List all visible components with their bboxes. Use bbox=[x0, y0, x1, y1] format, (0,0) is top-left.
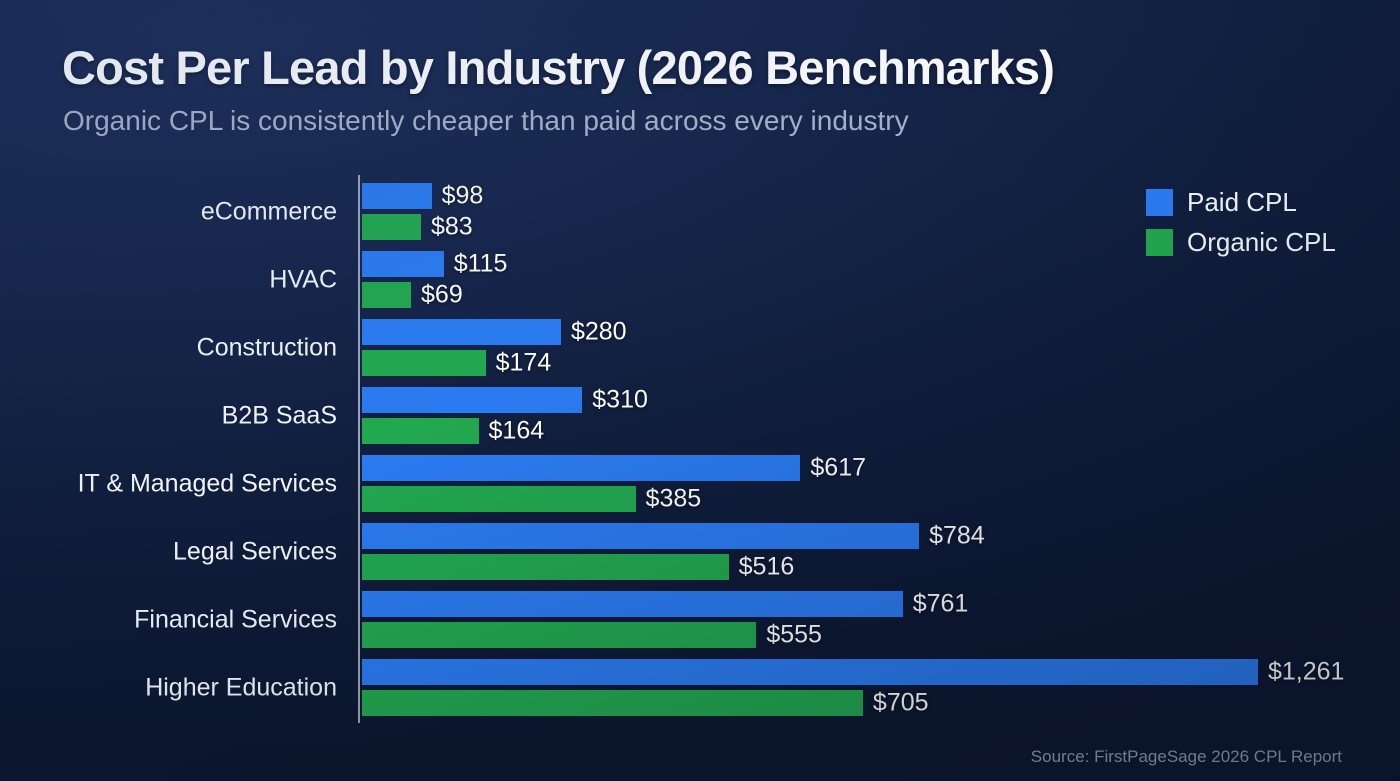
bar-organic[interactable] bbox=[362, 214, 421, 240]
category-label: IT & Managed Services bbox=[77, 469, 337, 497]
bar-value-label: $385 bbox=[645, 484, 702, 513]
bar-value-label: $310 bbox=[592, 385, 648, 414]
bar-paid[interactable] bbox=[362, 455, 801, 481]
bar-paid[interactable] bbox=[362, 319, 561, 345]
legend-item-organic-cpl[interactable]: Organic CPL bbox=[1146, 222, 1336, 262]
legend-item-paid-cpl[interactable]: Paid CPL bbox=[1146, 182, 1336, 222]
bar-value-label: $516 bbox=[738, 552, 795, 581]
bar-value-label: $1,261 bbox=[1268, 657, 1345, 686]
bar-paid[interactable] bbox=[362, 183, 432, 209]
bar-organic[interactable] bbox=[362, 350, 486, 376]
bar-organic[interactable] bbox=[362, 418, 479, 444]
bar-paid[interactable] bbox=[362, 591, 903, 617]
category-label: Construction bbox=[196, 333, 337, 361]
bar-value-label: $83 bbox=[430, 212, 473, 241]
bar-value-label: $705 bbox=[872, 688, 929, 717]
bar-value-label: $98 bbox=[441, 181, 484, 210]
category-label: Higher Education bbox=[145, 673, 337, 701]
bar-value-label: $761 bbox=[912, 589, 969, 618]
bar-organic[interactable] bbox=[362, 690, 863, 716]
chart-legend: Paid CPL Organic CPL bbox=[1146, 182, 1336, 262]
category-label: Financial Services bbox=[134, 605, 337, 633]
chart-title: Cost Per Lead by Industry (2026 Benchmar… bbox=[62, 41, 1055, 94]
category-label: B2B SaaS bbox=[221, 401, 337, 429]
bar-value-label: $784 bbox=[929, 521, 985, 550]
chart-subtitle: Organic CPL is consistently cheaper than… bbox=[63, 105, 909, 136]
bar-paid[interactable] bbox=[362, 659, 1258, 685]
category-label: Legal Services bbox=[173, 537, 337, 565]
bar-organic[interactable] bbox=[362, 554, 729, 580]
paid-color-swatch bbox=[1146, 188, 1173, 216]
organic-color-swatch bbox=[1146, 228, 1173, 256]
category-label: HVAC bbox=[269, 265, 337, 293]
y-axis-line bbox=[358, 175, 360, 723]
bar-organic[interactable] bbox=[362, 622, 757, 648]
bar-paid[interactable] bbox=[362, 523, 920, 549]
bar-paid[interactable] bbox=[362, 387, 583, 413]
bar-organic[interactable] bbox=[362, 486, 636, 512]
bar-value-label: $280 bbox=[570, 317, 627, 346]
legend-label-organic-cpl: Organic CPL bbox=[1187, 226, 1336, 257]
bar-organic[interactable] bbox=[362, 282, 412, 308]
bar-value-label: $164 bbox=[488, 416, 545, 445]
bar-value-label: $69 bbox=[421, 280, 463, 309]
bar-value-label: $115 bbox=[453, 249, 508, 278]
category-label: eCommerce bbox=[200, 197, 337, 225]
bar-value-label: $617 bbox=[810, 453, 867, 482]
bar-value-label: $555 bbox=[766, 620, 822, 649]
bar-paid[interactable] bbox=[362, 251, 444, 277]
bar-value-label: $174 bbox=[495, 348, 552, 377]
source-note: Source: FirstPageSage 2026 CPL Report bbox=[1030, 747, 1342, 766]
legend-label-paid-cpl: Paid CPL bbox=[1187, 186, 1297, 217]
